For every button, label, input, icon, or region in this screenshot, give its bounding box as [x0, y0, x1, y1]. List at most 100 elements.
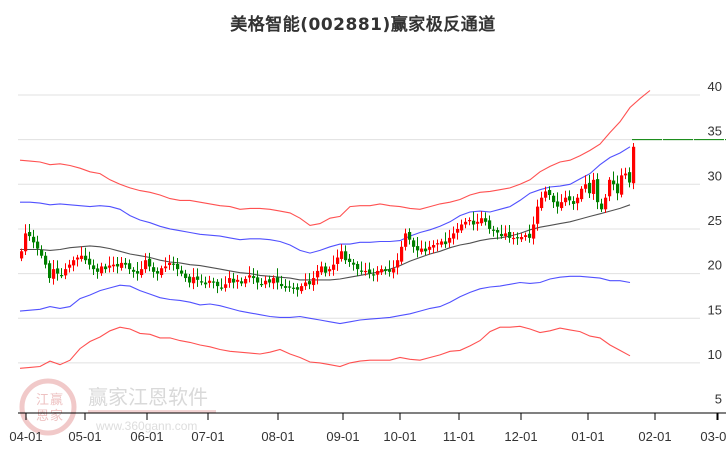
seal-char: 家 — [50, 408, 63, 424]
candle-down — [296, 287, 300, 290]
candle-up — [160, 268, 164, 276]
candle-up — [468, 220, 472, 222]
candle-down — [288, 286, 292, 288]
candle-up — [192, 277, 196, 284]
candle-down — [96, 268, 100, 272]
candle-down — [548, 190, 552, 196]
candle-up — [112, 264, 116, 267]
candle-up — [140, 269, 144, 276]
candle-up — [448, 237, 452, 243]
watermark-bar — [88, 410, 216, 413]
watermark-brand: 赢家江恩软件 — [88, 385, 208, 409]
candle-up — [580, 188, 584, 200]
candle-down — [260, 283, 264, 286]
candle-down — [156, 271, 160, 274]
candle-down — [240, 281, 244, 284]
candle-up — [328, 269, 332, 272]
candlesticks — [20, 143, 636, 297]
grid-lines — [18, 94, 700, 364]
candle-down — [204, 282, 208, 285]
candle-down — [568, 196, 572, 201]
candle-up — [340, 251, 344, 259]
candle-up — [512, 237, 516, 240]
lower-inner-line — [19, 275, 631, 325]
y-tick-label: 25 — [708, 213, 722, 228]
candle-down — [40, 250, 44, 256]
lower-outer-line — [19, 325, 631, 369]
watermark-url: www.360gann.com — [95, 419, 197, 433]
candle-down — [556, 201, 560, 207]
candle-up — [480, 218, 484, 224]
candle-down — [116, 263, 120, 267]
candle-up — [452, 233, 456, 239]
candle-down — [124, 262, 128, 265]
candle-up — [332, 264, 336, 270]
upper-outer-line — [19, 90, 651, 226]
candle-up — [532, 224, 536, 239]
candle-down — [308, 281, 312, 285]
candle-up — [460, 224, 464, 231]
candle-up — [604, 197, 608, 210]
candle-up — [544, 191, 548, 198]
candle-down — [88, 258, 92, 265]
x-tick-label: 03-01 — [700, 429, 726, 444]
candle-down — [188, 276, 192, 283]
candle-up — [316, 270, 320, 278]
candle-down — [500, 233, 504, 237]
y-axis: 40 35 30 25 20 15 10 5 — [708, 79, 722, 407]
candle-down — [36, 241, 40, 249]
candle-up — [312, 278, 316, 286]
candle-up — [392, 268, 396, 273]
x-tick-label: 01-01 — [571, 429, 604, 444]
candle-down — [412, 240, 416, 247]
candle-down — [172, 263, 176, 265]
candle-up — [404, 233, 408, 247]
candle-up — [68, 264, 72, 268]
candle-down — [472, 220, 476, 225]
x-tick-label: 05-01 — [68, 429, 101, 444]
x-tick-label: 11-01 — [443, 429, 475, 444]
candle-down — [484, 218, 488, 222]
x-tick-label: 12-01 — [504, 429, 537, 444]
x-tick-label: 10-01 — [383, 429, 416, 444]
chart-title: 美格智能(002881)赢家极反通道 — [230, 15, 496, 35]
candle-down — [268, 279, 272, 283]
candle-up — [144, 260, 148, 270]
candle-down — [256, 277, 260, 283]
x-tick-label: 07-01 — [191, 429, 224, 444]
candle-down — [508, 231, 512, 238]
candle-up — [592, 179, 596, 194]
candle-down — [388, 269, 392, 272]
candle-up — [376, 270, 380, 275]
candle-up — [320, 266, 324, 273]
candle-down — [528, 233, 532, 238]
candle-down — [280, 283, 284, 287]
candle-up — [76, 257, 80, 260]
candle-down — [352, 262, 356, 265]
candle-down — [180, 270, 184, 274]
candle-up — [436, 243, 440, 245]
upper-inner-line — [20, 146, 631, 254]
candle-up — [224, 284, 228, 288]
y-tick-label: 40 — [708, 79, 722, 94]
candle-up — [380, 269, 384, 273]
seal-char: 赢 — [50, 392, 63, 408]
y-tick-label: 30 — [708, 168, 722, 183]
candle-down — [360, 270, 364, 272]
candle-up — [624, 173, 628, 176]
candle-down — [284, 286, 288, 288]
y-tick-label: 35 — [708, 124, 722, 139]
candle-up — [464, 221, 468, 225]
candle-down — [200, 281, 204, 283]
candle-down — [232, 278, 236, 283]
candle-down — [28, 231, 32, 237]
candle-up — [632, 146, 636, 184]
candle-down — [344, 251, 348, 261]
candle-up — [52, 269, 56, 279]
watermark: 江 赢 恩 家 赢家江恩软件 www.360gann.com — [19, 378, 216, 436]
candle-down — [196, 276, 200, 280]
candle-down — [552, 195, 556, 203]
candle-down — [56, 268, 60, 274]
seal-char: 江 — [36, 393, 49, 408]
